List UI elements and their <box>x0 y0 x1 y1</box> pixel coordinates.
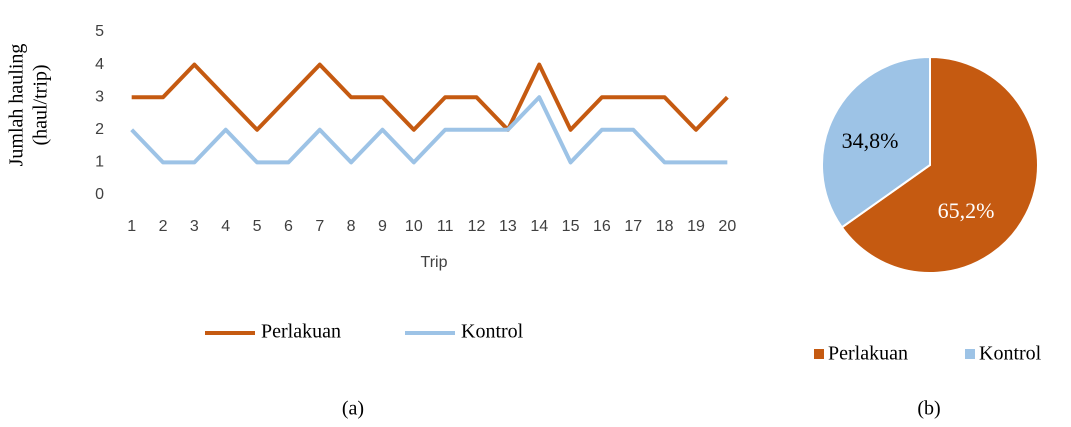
x-tick-label: 1 <box>127 218 136 235</box>
caption: (b) <box>917 398 940 420</box>
y-tick-label: 0 <box>95 186 104 203</box>
x-tick-label: 4 <box>221 218 230 235</box>
legend-label: Perlakuan <box>828 343 908 365</box>
x-tick-label: 10 <box>405 218 423 235</box>
legend-label: Kontrol <box>979 343 1042 365</box>
x-tick-label: 12 <box>468 218 486 235</box>
x-tick-label: 7 <box>315 218 324 235</box>
x-tick-label: 6 <box>284 218 293 235</box>
x-tick-label: 14 <box>530 218 548 235</box>
line-series <box>131 62 729 132</box>
x-tick-label: 17 <box>624 218 642 235</box>
x-tick-label: 2 <box>159 218 168 235</box>
y-axis-label: (haul/trip) <box>30 64 52 145</box>
y-tick-label: 1 <box>95 154 104 171</box>
legend-label: Kontrol <box>461 321 524 343</box>
y-tick-label: 2 <box>95 121 104 138</box>
data-label: 65,2% <box>938 198 995 223</box>
x-tick-label: 20 <box>718 218 736 235</box>
legend-swatch <box>965 349 975 359</box>
x-tick-label: 13 <box>499 218 517 235</box>
x-tick-label: 3 <box>190 218 199 235</box>
x-tick-label: 18 <box>656 218 674 235</box>
caption: (a) <box>342 398 364 420</box>
x-tick-label: 15 <box>562 218 580 235</box>
legend-label: Perlakuan <box>261 321 341 343</box>
data-label: 34,8% <box>842 128 899 153</box>
y-tick-label: 4 <box>95 56 104 73</box>
x-tick-label: 19 <box>687 218 705 235</box>
legend-swatch <box>814 349 824 359</box>
y-tick-label: 5 <box>95 23 104 40</box>
pie-slice <box>840 55 1039 274</box>
line-series <box>130 95 728 165</box>
y-axis-label: Jumlah hauling <box>6 44 28 167</box>
x-tick-label: 8 <box>347 218 356 235</box>
y-tick-label: 3 <box>95 88 104 105</box>
x-tick-label: 5 <box>253 218 262 235</box>
x-tick-label: 11 <box>437 218 454 235</box>
x-axis-label: Trip <box>421 254 448 271</box>
x-tick-label: 16 <box>593 218 611 235</box>
x-tick-label: 9 <box>378 218 387 235</box>
pie-slice <box>821 55 931 229</box>
